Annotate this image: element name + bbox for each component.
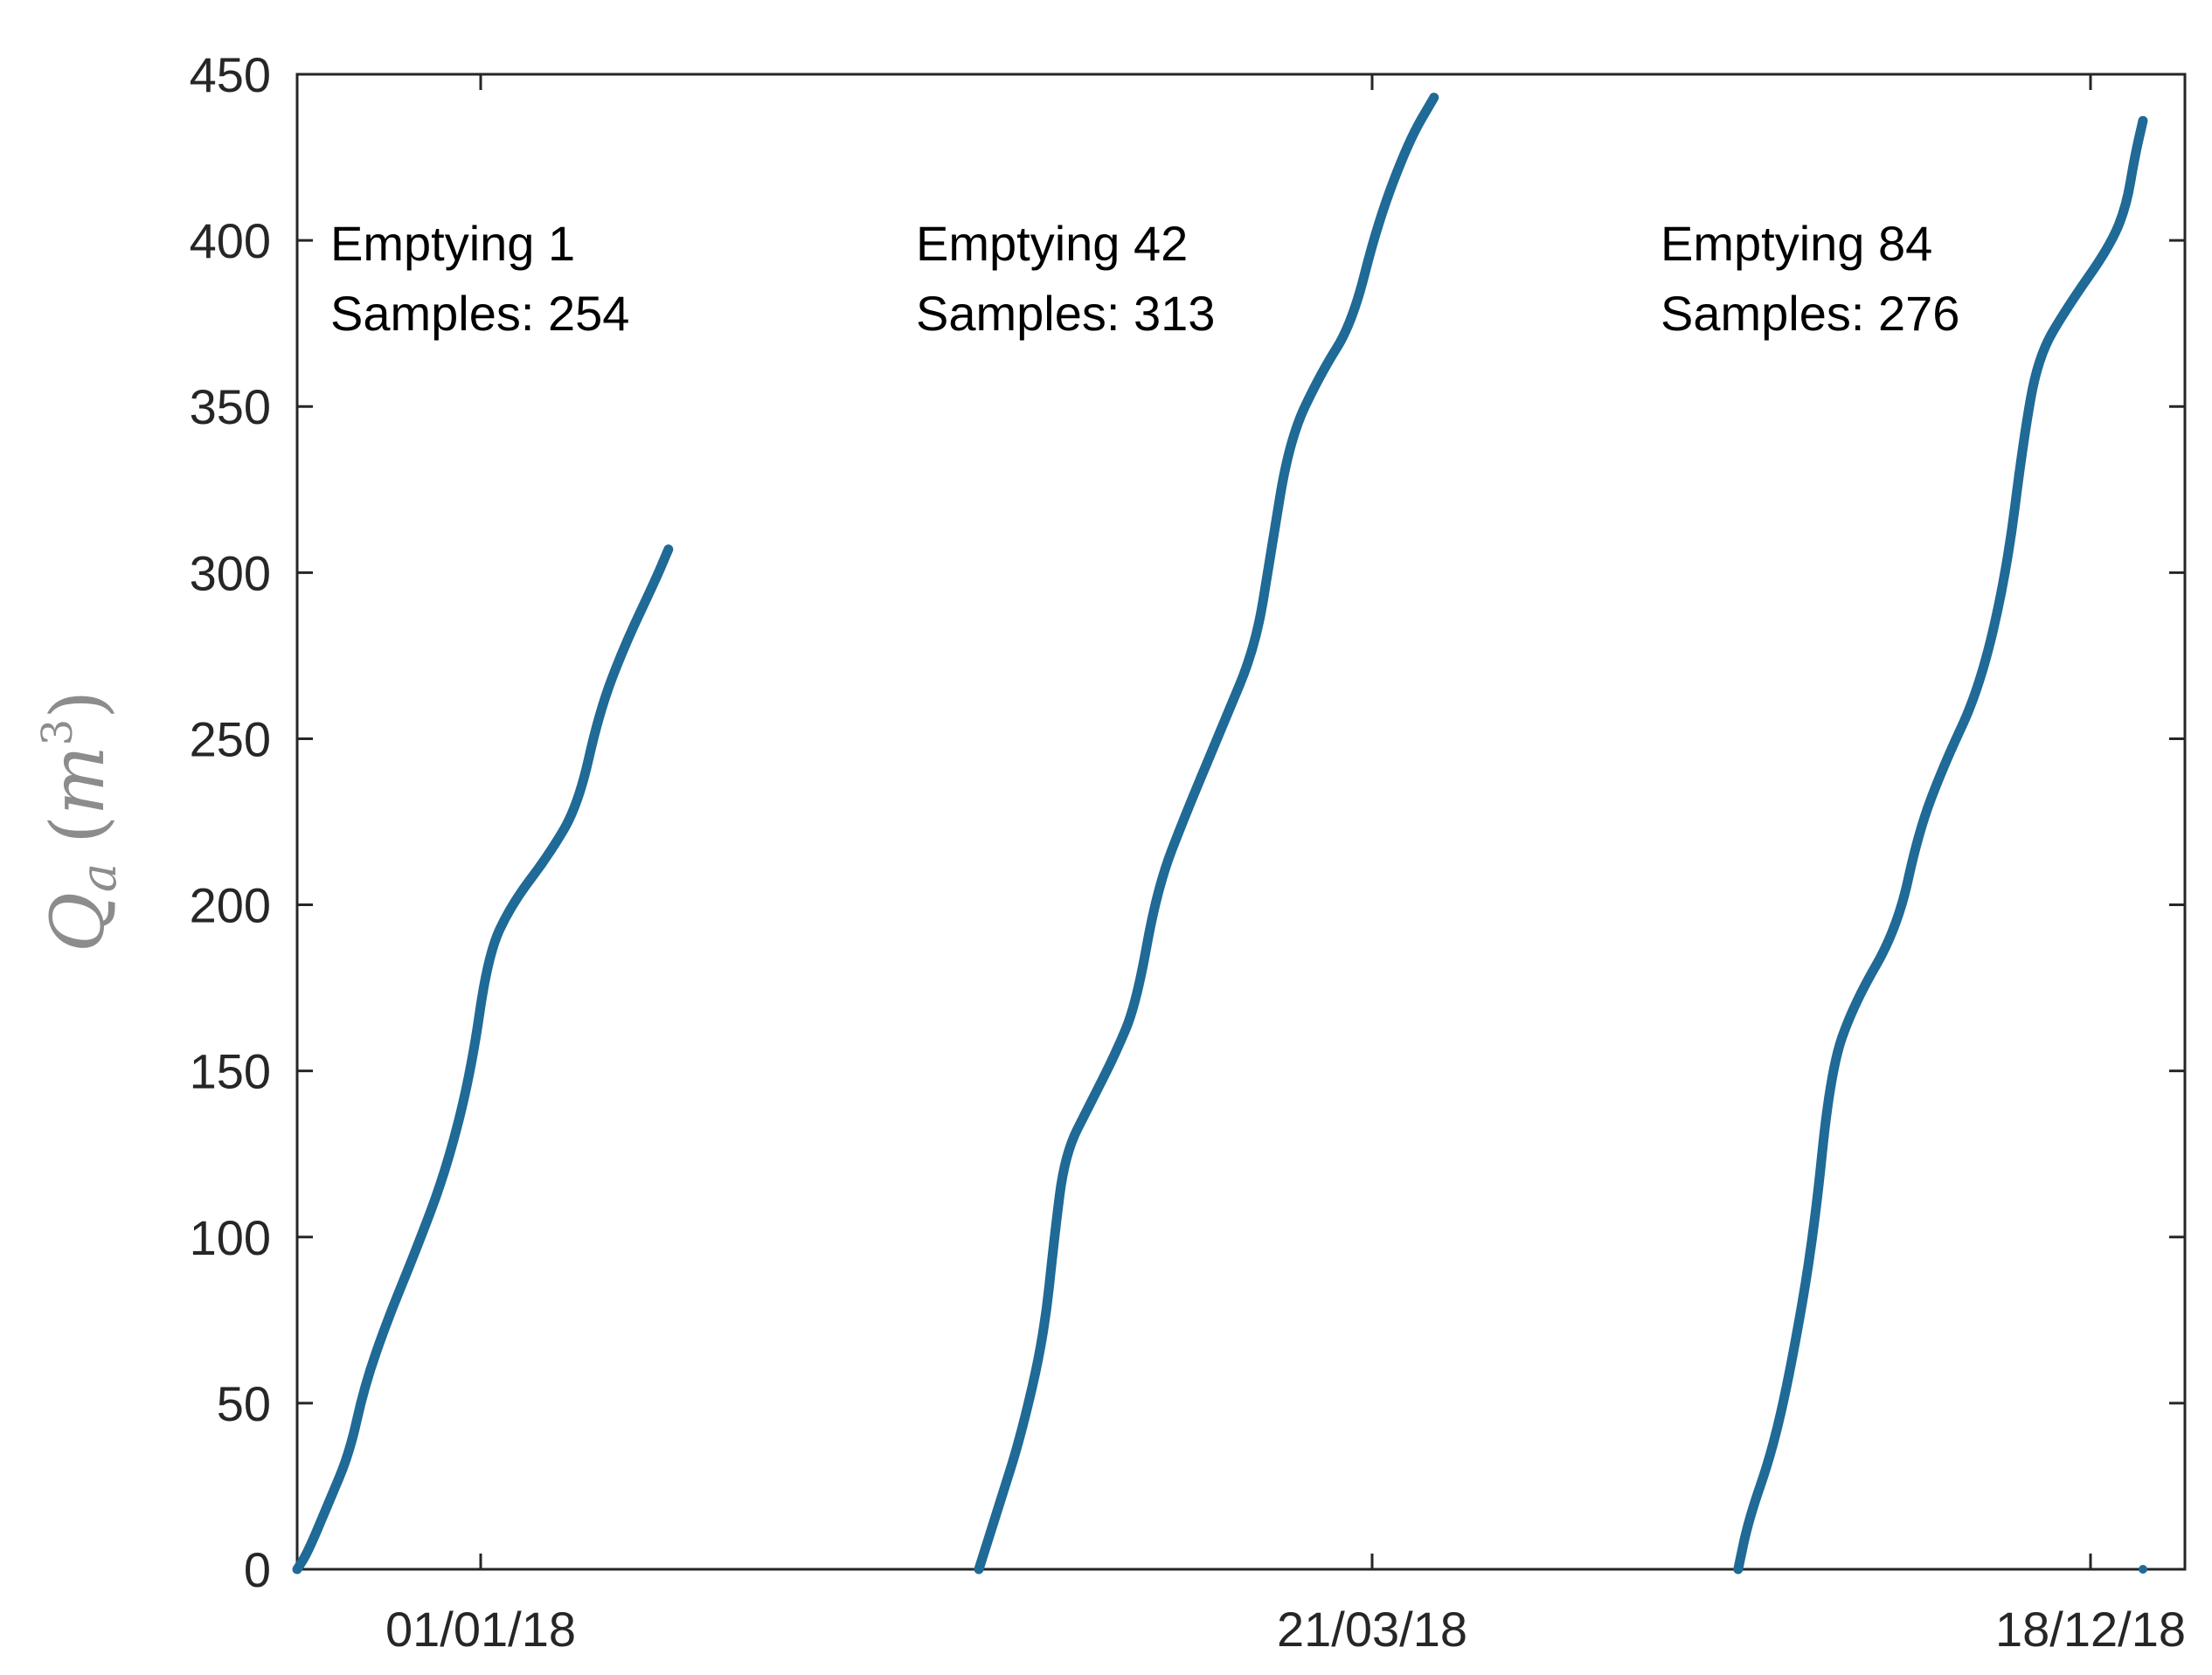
- y-tick-label: 50: [217, 1376, 271, 1431]
- y-tick-label: 300: [190, 545, 271, 600]
- series-line-3: [1733, 115, 2148, 1575]
- series-line-1: [292, 544, 674, 1575]
- y-axis-label-subscript: a: [71, 863, 128, 892]
- y-tick-label: 250: [190, 711, 271, 766]
- series-line-2: [974, 93, 1439, 1575]
- y-axis-label-superscript: 3: [33, 719, 82, 746]
- annotation-samples: Samples: 313: [916, 286, 1215, 341]
- y-axis-label-symbol: Q: [35, 892, 121, 952]
- y-tick-label: 200: [190, 878, 271, 933]
- annotation-emptying: Emptying 84: [1661, 216, 1932, 271]
- annotation-emptying: Emptying 42: [916, 216, 1188, 271]
- y-tick-label: 450: [190, 47, 271, 102]
- y-axis-label-unit: m: [35, 745, 121, 815]
- annotations: Emptying 1 Samples: 254 Emptying 42 Samples…: [330, 216, 1959, 341]
- annotation-samples: Samples: 276: [1661, 286, 1959, 341]
- ticks: 0 50 100 150 200 250 300 350 400 450 01/01/18 21/03…: [190, 47, 2186, 1657]
- y-axis-label-close-paren: ): [35, 690, 121, 719]
- x-tick-label: 01/01/18: [385, 1602, 576, 1657]
- annotation-emptying: Emptying 1: [330, 216, 575, 271]
- plot-area: [295, 73, 2187, 1571]
- x-tick-label: 18/12/18: [1995, 1602, 2186, 1657]
- y-tick-label: 0: [244, 1542, 271, 1597]
- x-tick-label: 21/03/18: [1277, 1602, 1467, 1657]
- series-group: [292, 93, 2148, 1575]
- data-point: [2139, 1565, 2147, 1574]
- y-tick-label: 100: [190, 1210, 271, 1265]
- y-tick-label: 400: [190, 213, 271, 268]
- y-tick-label: 150: [190, 1044, 271, 1099]
- annotation-samples: Samples: 254: [330, 286, 629, 341]
- y-axis-label-open-paren: (: [35, 815, 121, 844]
- y-axis-label: Qa (m3): [33, 690, 128, 952]
- y-tick-label: 350: [190, 379, 271, 434]
